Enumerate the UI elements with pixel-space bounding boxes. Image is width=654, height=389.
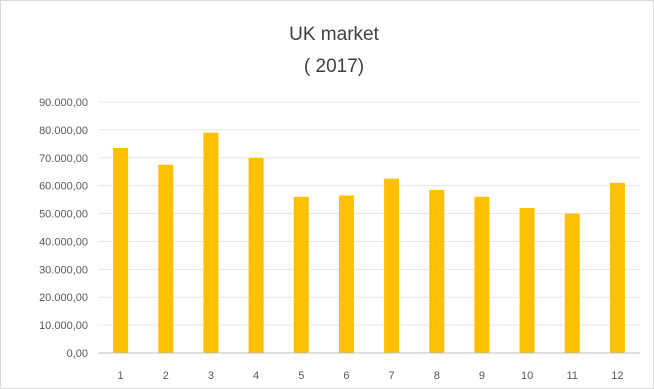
x-tick-label: 8 [434,370,440,382]
y-axis-ticks: 0,00 10.000,00 20.000,00 30.000,00 40.000,00… [39,97,88,360]
bar-3 [203,132,219,353]
bar-8 [429,189,445,353]
y-tick-label: 50.000,00 [39,209,88,221]
y-tick-label: 90.000,00 [39,97,88,109]
x-axis-ticks: 1 2 3 4 5 6 7 8 9 10 11 12 [118,370,624,382]
x-tick-label: 3 [208,370,214,382]
bar-9 [474,196,490,353]
x-tick-label: 1 [118,370,124,382]
bar-1 [113,148,129,353]
bar-6 [338,195,354,353]
gridlines [98,101,640,326]
y-tick-label: 0,00 [67,348,88,360]
x-tick-label: 9 [479,370,485,382]
y-tick-label: 30.000,00 [39,264,88,276]
x-tick-label: 12 [611,370,623,382]
chart-subtitle: ( 2017) [304,56,364,77]
x-tick-label: 11 [567,370,578,382]
y-tick-label: 20.000,00 [39,292,88,304]
x-tick-label: 10 [521,370,533,382]
bar-5 [293,196,309,353]
bar-7 [384,178,400,353]
x-tick-label: 5 [298,370,304,382]
y-tick-label: 80.000,00 [39,125,88,137]
x-tick-label: 7 [389,370,395,382]
x-tick-label: 2 [163,370,169,382]
y-tick-label: 40.000,00 [39,236,88,248]
bar-4 [248,157,264,353]
chart-title: UK market [289,24,379,45]
y-tick-label: 60.000,00 [39,181,88,193]
x-tick-label: 6 [343,370,349,382]
y-tick-label: 70.000,00 [39,153,88,165]
bars [113,132,625,353]
x-tick-label: 4 [253,370,259,382]
bar-12 [609,182,625,353]
y-tick-label: 10.000,00 [39,320,88,332]
bar-11 [564,213,580,353]
bar-2 [158,164,174,353]
bar-10 [519,207,535,353]
